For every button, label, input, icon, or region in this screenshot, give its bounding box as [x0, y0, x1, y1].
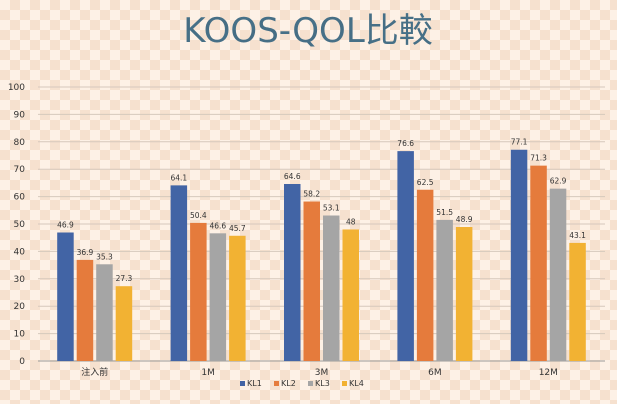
bar [342, 229, 359, 361]
bar [284, 183, 301, 361]
legend: KL1 KL2 KL3 KL4 [240, 379, 364, 388]
y-tick-label: 40 [14, 247, 26, 257]
bar [190, 222, 207, 361]
y-tick-label: 10 [14, 330, 26, 340]
y-tick-label: 30 [14, 275, 26, 285]
y-tick-label: 0 [19, 357, 25, 367]
legend-swatch [240, 381, 245, 386]
data-label: 43.1 [569, 231, 586, 240]
data-label: 50.4 [190, 211, 207, 220]
legend-label: KL3 [315, 379, 330, 388]
data-label: 62.9 [550, 177, 567, 186]
data-label: 58.2 [303, 190, 320, 199]
legend-label: KL4 [349, 379, 364, 388]
data-label: 64.1 [170, 173, 187, 182]
bar [57, 232, 74, 361]
bar [76, 259, 94, 361]
bar [96, 264, 113, 361]
y-axis: 0 10 20 30 40 50 60 70 80 90 100 [8, 83, 25, 367]
data-label: 64.6 [284, 172, 301, 181]
y-tick-label: 20 [14, 302, 26, 312]
data-label: 45.7 [229, 224, 246, 233]
x-tick-label: 6M [428, 368, 442, 378]
data-label: 48 [346, 217, 356, 226]
bar [170, 185, 188, 361]
y-tick-label: 90 [14, 110, 26, 120]
bar [569, 242, 586, 361]
x-tick-label: 注入前 [81, 366, 108, 378]
legend-label: KL2 [281, 379, 296, 388]
bars [57, 149, 586, 361]
data-label: 51.5 [436, 208, 453, 217]
bar [549, 188, 567, 361]
chart-title: KOOS-QOL比較 [183, 11, 433, 51]
data-label: 76.6 [397, 139, 414, 148]
y-tick-label: 80 [14, 138, 26, 148]
data-label: 35.3 [96, 252, 113, 261]
bar [436, 219, 453, 361]
y-tick-label: 70 [14, 165, 26, 175]
bar [416, 189, 434, 361]
bar [115, 286, 133, 361]
x-tick-label: 3M [315, 368, 329, 378]
legend-swatch [274, 381, 279, 386]
data-label: 27.3 [116, 274, 133, 283]
data-label: 77.1 [511, 138, 528, 147]
bar [530, 165, 547, 361]
y-tick-label: 50 [14, 220, 26, 230]
data-label: 53.1 [323, 204, 340, 213]
bar [303, 201, 320, 361]
legend-label: KL1 [247, 379, 262, 388]
data-label: 36.9 [77, 248, 94, 257]
legend-swatch [308, 381, 313, 386]
bar [510, 149, 528, 361]
data-label: 62.5 [417, 178, 434, 187]
data-label: 46.6 [209, 221, 226, 230]
bar [209, 233, 227, 361]
x-tick-label: 1M [201, 368, 215, 378]
y-tick-label: 100 [8, 83, 25, 93]
legend-swatch [342, 381, 347, 386]
gridlines [38, 86, 605, 362]
data-label: 46.9 [57, 220, 74, 229]
bar [397, 151, 414, 361]
y-tick-label: 60 [14, 193, 26, 203]
x-tick-label: 12M [539, 368, 558, 378]
bar [455, 227, 473, 361]
bar [229, 235, 246, 361]
bar [323, 215, 340, 361]
x-axis: 注入前 1M 3M 6M 12M [81, 366, 558, 378]
data-label: 48.9 [456, 215, 473, 224]
data-labels: 46.9 36.9 35.3 27.3 64.1 50.446.6 45.7 64.658.2… [57, 138, 586, 283]
data-label: 71.3 [530, 154, 547, 163]
